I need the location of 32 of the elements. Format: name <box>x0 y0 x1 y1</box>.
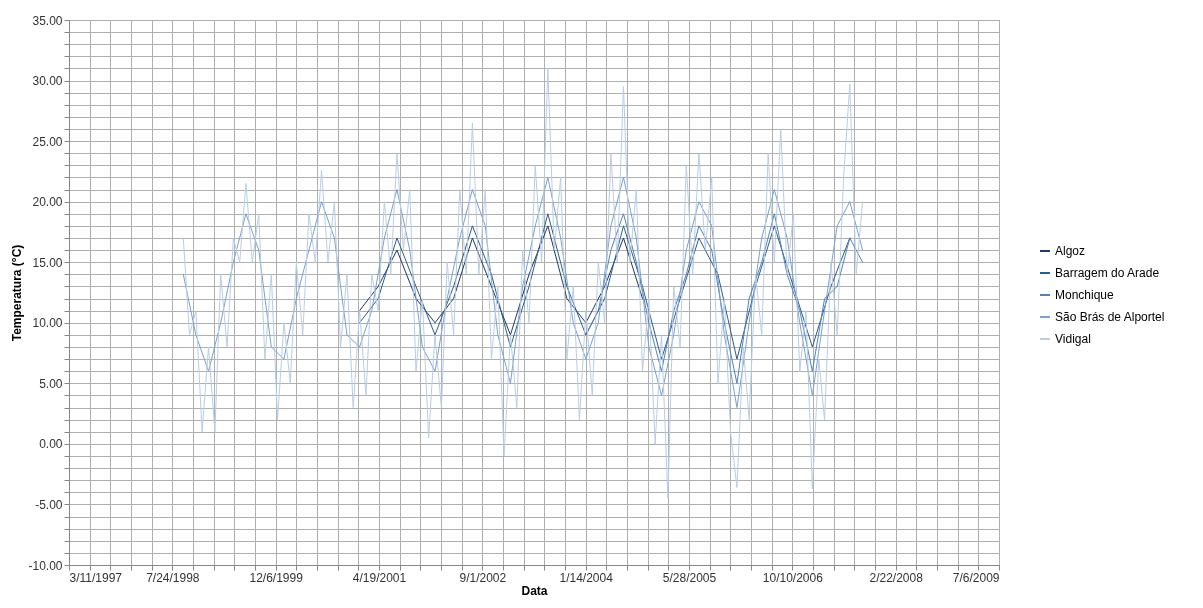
legend-label: Barragem do Arade <box>1055 266 1160 280</box>
legend-label: São Brás de Alportel <box>1055 310 1165 324</box>
line-series <box>359 213 851 360</box>
legend-label: Algoz <box>1055 244 1086 258</box>
y-axis-title: Temperatura (°C) <box>10 244 25 342</box>
x-tick-label: 4/19/2001 <box>352 570 407 585</box>
legend-label: Monchique <box>1055 288 1115 302</box>
line-series <box>585 213 864 384</box>
x-tick-label: 9/1/2002 <box>459 570 507 585</box>
y-tick-label: 25.00 <box>32 134 63 149</box>
line-series <box>182 176 864 409</box>
x-tick-label: 12/6/1999 <box>249 570 304 585</box>
x-tick-label: 7/24/1998 <box>146 570 200 585</box>
x-tick-label: 10/10/2006 <box>762 570 824 585</box>
line-series <box>359 225 643 336</box>
y-tick-label: 35.00 <box>32 13 63 28</box>
x-tick-label: 3/11/1997 <box>69 570 123 585</box>
x-tick-label: 2/22/2008 <box>869 570 924 585</box>
line-series <box>182 67 864 499</box>
x-tick-label: 5/28/2005 <box>662 570 717 585</box>
y-tick-label: -5.00 <box>35 497 63 512</box>
y-tick-label: 5.00 <box>39 376 63 391</box>
y-tick-label: 30.00 <box>32 74 63 89</box>
y-tick-label: 20.00 <box>32 195 63 210</box>
legend-label: Vidigal <box>1055 332 1091 346</box>
y-tick-label: 0.00 <box>39 437 63 452</box>
y-tick-label: 10.00 <box>32 316 63 331</box>
y-tick-label: -10.00 <box>28 558 63 573</box>
x-tick-label: 1/14/2004 <box>559 570 614 585</box>
y-tick-label: 15.00 <box>32 255 63 270</box>
x-axis-title: Data <box>521 583 548 598</box>
x-tick-label: 7/6/2009 <box>952 570 1000 585</box>
